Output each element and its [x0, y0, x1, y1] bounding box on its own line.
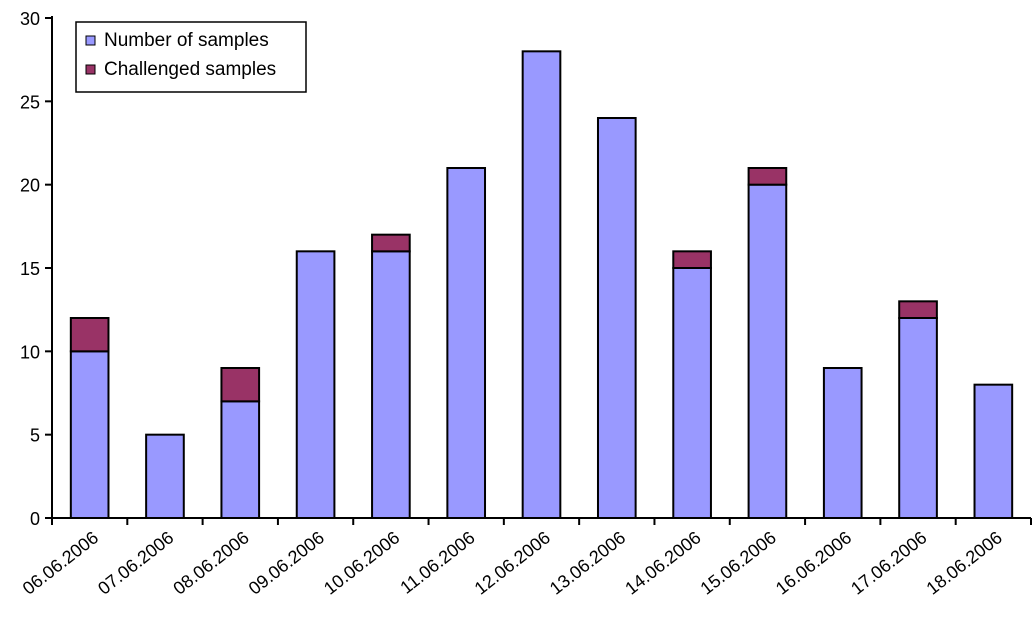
- bar-samples-9: [747, 183, 788, 520]
- y-tick-label: 25: [20, 92, 40, 112]
- bar-samples-12: [973, 383, 1014, 519]
- bar-challenged-9: [747, 167, 788, 186]
- x-tick-label: 10.06.2006: [320, 527, 403, 598]
- x-tick-label: 07.06.2006: [94, 527, 177, 598]
- x-tick-label: 13.06.2006: [546, 527, 629, 598]
- y-tick-label: 5: [30, 426, 40, 446]
- legend-box: [75, 21, 307, 93]
- bar-challenged-4: [371, 233, 411, 253]
- bar-samples-6: [521, 50, 562, 519]
- bar-samples-11: [898, 317, 938, 519]
- y-tick-label: 10: [20, 342, 40, 362]
- x-tick-label: 17.06.2006: [847, 527, 930, 598]
- x-tick-label: 06.06.2006: [19, 527, 102, 598]
- bar-challenged-0: [69, 317, 110, 353]
- bar-samples-10: [822, 367, 863, 519]
- bar-samples-8: [672, 267, 712, 519]
- x-tick-label: 12.06.2006: [471, 527, 554, 598]
- x-tick-label: 15.06.2006: [697, 527, 780, 598]
- bar-challenged-2: [220, 367, 261, 403]
- bar-challenged-11: [898, 300, 938, 320]
- x-tick-label: 14.06.2006: [621, 527, 704, 598]
- legend: Number of samples Challenged samples: [75, 21, 307, 93]
- y-tick-label: 30: [20, 9, 40, 29]
- x-tick-label: 18.06.2006: [923, 527, 1006, 598]
- bar-samples-1: [145, 433, 185, 519]
- x-tick-label: 08.06.2006: [169, 527, 252, 598]
- legend-swatch: [85, 35, 96, 46]
- x-tick-label: 09.06.2006: [245, 527, 328, 598]
- y-tick-label: 0: [30, 509, 40, 529]
- legend-label: Number of samples: [104, 30, 269, 51]
- bars-layer: [69, 50, 1014, 520]
- bar-samples-2: [220, 400, 261, 520]
- legend-label: Challenged samples: [104, 59, 276, 80]
- y-tick-label: 20: [20, 176, 40, 196]
- bar-samples-4: [371, 250, 411, 519]
- bar-samples-7: [596, 117, 637, 519]
- bar-challenged-8: [672, 250, 712, 269]
- y-tick-label: 15: [20, 259, 40, 279]
- x-tick-label: 16.06.2006: [772, 527, 855, 598]
- bar-samples-5: [446, 167, 487, 519]
- legend-swatch: [85, 64, 96, 75]
- bar-samples-0: [69, 350, 110, 520]
- bar-samples-3: [295, 250, 336, 519]
- x-tick-label: 11.06.2006: [396, 527, 478, 597]
